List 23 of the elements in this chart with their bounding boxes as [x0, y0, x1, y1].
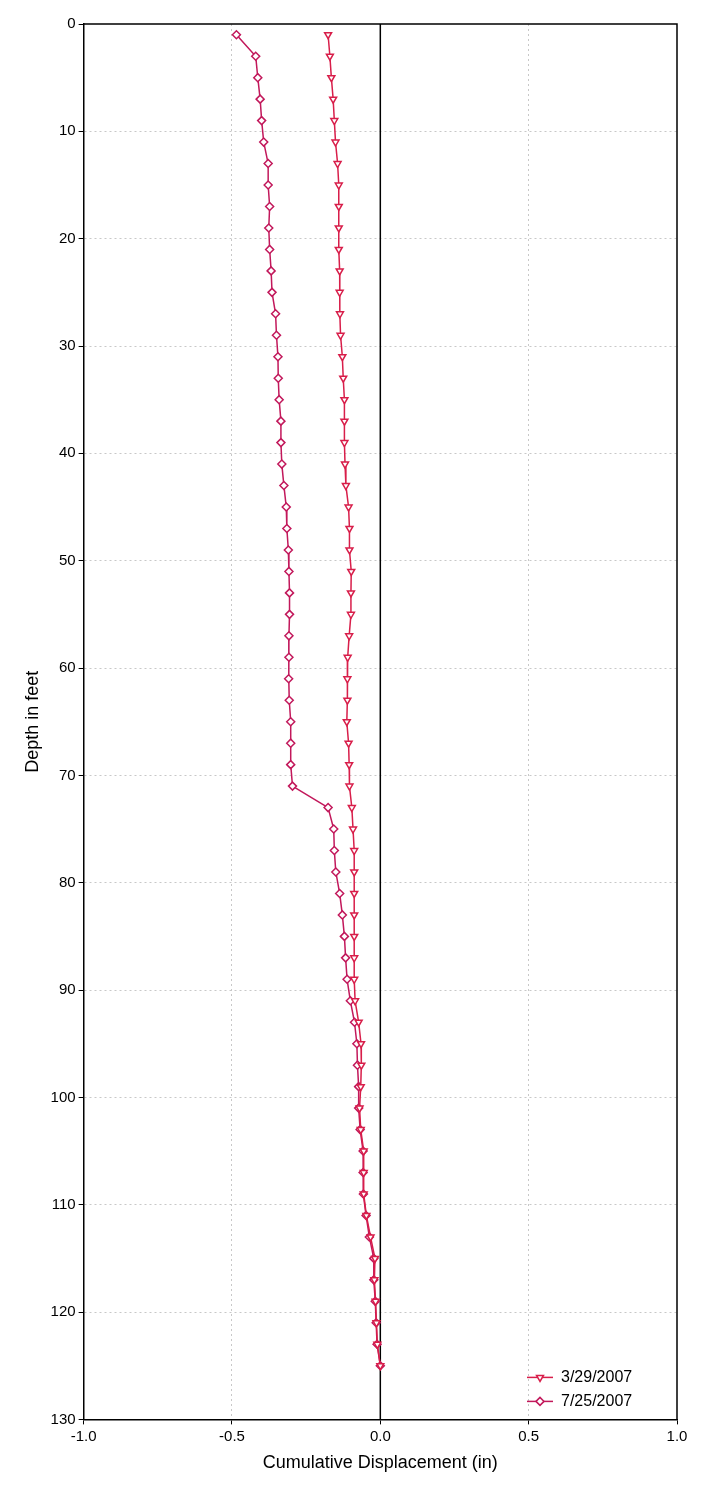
y-tick-label: 80 — [58, 872, 76, 890]
y-tick-label: 10 — [58, 121, 76, 139]
y-tick-label: 60 — [58, 658, 76, 676]
y-tick-label: 90 — [58, 980, 76, 998]
legend-label: 7/25/2007 — [561, 1391, 633, 1409]
x-tick-label: -0.5 — [219, 1426, 245, 1444]
y-tick-label: 110 — [51, 1194, 76, 1212]
y-tick-label: 30 — [58, 336, 76, 354]
y-tick-label: 0 — [67, 14, 76, 32]
y-tick-label: 20 — [58, 228, 76, 246]
x-tick-label: 0.5 — [518, 1426, 540, 1444]
legend-label: 3/29/2007 — [561, 1367, 633, 1385]
y-axis-title: Depth in feet — [21, 670, 42, 773]
y-tick-label: 130 — [50, 1409, 76, 1427]
y-tick-label: 70 — [58, 765, 76, 783]
x-axis-title: Cumulative Displacement (in) — [262, 1452, 498, 1473]
x-tick-label: 0.0 — [369, 1426, 391, 1444]
y-tick-label: 120 — [50, 1302, 76, 1320]
x-tick-label: 1.0 — [666, 1426, 688, 1444]
y-tick-label: 100 — [50, 1087, 76, 1105]
x-tick-label: -1.0 — [70, 1426, 97, 1444]
y-tick-label: 50 — [58, 550, 76, 568]
y-tick-label: 40 — [58, 443, 76, 461]
